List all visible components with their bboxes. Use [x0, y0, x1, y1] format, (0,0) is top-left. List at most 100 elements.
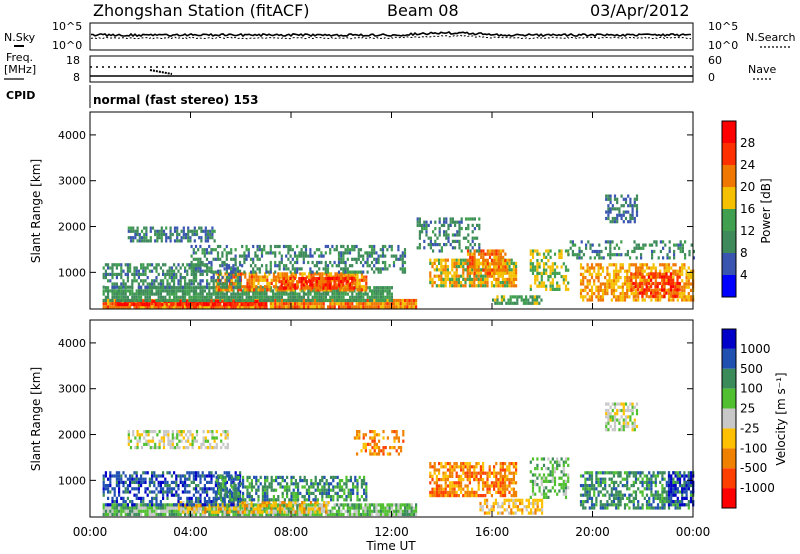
power-cell [137, 289, 140, 293]
velocity-cell [239, 498, 242, 502]
power-cell [219, 286, 222, 290]
power-cell [679, 246, 682, 250]
power-cell [453, 258, 456, 262]
power-cell [311, 280, 314, 284]
power-cell [462, 284, 465, 288]
velocity-cell [142, 477, 145, 481]
velocity-cell [360, 503, 363, 507]
velocity-cell [135, 477, 138, 481]
velocity-cell [118, 471, 121, 475]
power-cell [477, 274, 480, 278]
velocity-cell [223, 500, 226, 504]
velocity-cell [217, 482, 220, 486]
power-cell [151, 226, 155, 230]
power-cell [157, 286, 160, 290]
power-cell [233, 275, 236, 279]
power-cell [368, 244, 371, 249]
power-cell [580, 256, 583, 260]
velocity-cell [168, 490, 171, 494]
power-cell [373, 286, 376, 290]
power-cell [142, 289, 145, 293]
velocity-cell [157, 480, 160, 484]
power-cell [146, 266, 149, 270]
power-cell [184, 295, 187, 299]
power-cell [536, 265, 539, 269]
velocity-cell [243, 507, 247, 511]
power-cell [685, 285, 688, 289]
power-cell [386, 295, 389, 299]
velocity-cell [144, 506, 147, 510]
power-cell [584, 269, 587, 273]
power-cell [268, 288, 271, 292]
power-cell [205, 303, 208, 307]
power-cell [316, 295, 319, 299]
velocity-cell [224, 495, 227, 499]
power-cell [444, 271, 447, 275]
power-cell [637, 266, 640, 270]
power-cell [170, 276, 173, 280]
power-cell [478, 223, 481, 227]
power-cell [220, 288, 223, 292]
power-cell [496, 295, 499, 299]
power-cell [692, 249, 695, 254]
velocity-cell [247, 512, 250, 517]
power-cell [282, 267, 286, 271]
power-cell [493, 265, 496, 269]
power-cell [320, 302, 323, 306]
velocity-cell [222, 475, 225, 479]
power-cell [276, 286, 279, 290]
power-cell [285, 286, 288, 290]
power-cell [632, 272, 635, 276]
power-cell [270, 278, 273, 282]
power-cell [648, 279, 651, 283]
power-cell [549, 268, 552, 272]
velocity-cell [153, 480, 156, 484]
power-cell [588, 266, 591, 270]
power-cell [210, 279, 213, 283]
power-cell [458, 220, 461, 224]
power-cell [616, 216, 619, 221]
velocity-cell [137, 487, 140, 491]
velocity-cell [199, 512, 202, 517]
power-cell [203, 251, 206, 255]
power-cell [204, 236, 207, 240]
power-cell [247, 292, 250, 296]
power-cell [208, 244, 211, 249]
velocity-cell [195, 484, 198, 488]
power-cell [138, 232, 141, 237]
velocity-cell [312, 507, 315, 511]
power-cell [289, 254, 292, 258]
power-cell [467, 217, 470, 221]
power-cell [219, 295, 222, 299]
velocity-cell [151, 500, 154, 504]
power-cell [676, 275, 679, 279]
power-cell [199, 282, 202, 286]
velocity-cell [261, 504, 264, 508]
velocity-cell [188, 477, 191, 481]
velocity-cell [366, 509, 369, 513]
power-cell [636, 272, 639, 276]
velocity-cell [329, 509, 332, 513]
power-cell [302, 276, 305, 281]
power-cell [342, 298, 345, 303]
power-cell [327, 305, 330, 309]
velocity-cell [111, 474, 114, 478]
power-cell [221, 260, 224, 265]
power-cell [169, 226, 172, 230]
power-cell [331, 292, 334, 296]
power-cell [340, 276, 343, 281]
power-cell [564, 265, 568, 269]
power-cell [186, 289, 189, 293]
velocity-cell [122, 509, 125, 513]
power-cell [386, 305, 389, 309]
power-cell [190, 289, 193, 293]
velocity-cell [159, 487, 162, 491]
power-cell [545, 249, 548, 253]
power-cell [155, 305, 158, 309]
power-cell [688, 249, 691, 254]
power-cell [127, 229, 130, 233]
power-cell [667, 266, 671, 270]
power-cell [206, 292, 209, 296]
power-cell [388, 295, 391, 299]
velocity-cell [333, 506, 336, 510]
